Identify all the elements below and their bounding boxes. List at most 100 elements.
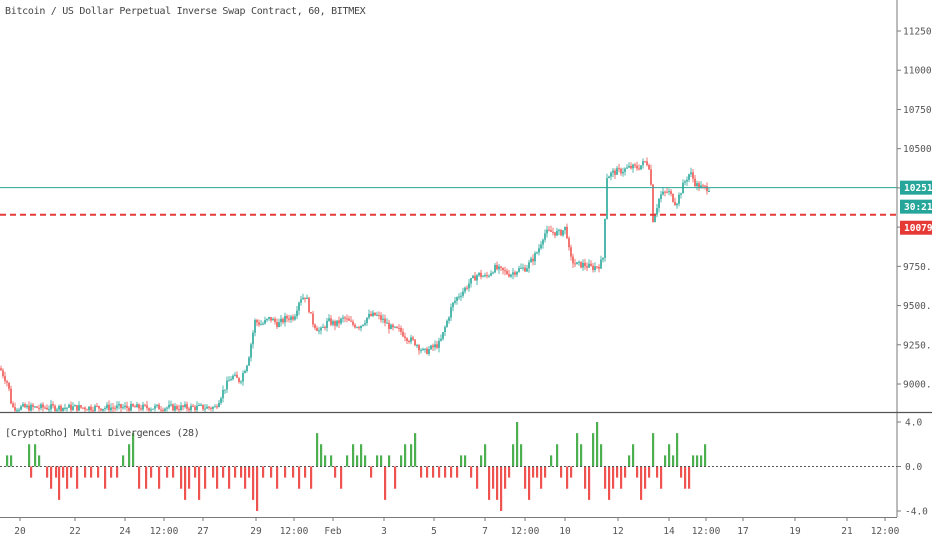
- candle: [526, 265, 528, 272]
- candle: [428, 346, 430, 356]
- candle: [152, 408, 154, 410]
- candle: [322, 323, 324, 328]
- candle: [586, 262, 588, 272]
- histogram-bar: [460, 455, 463, 467]
- candle: [320, 326, 322, 335]
- svg-text:30:21: 30:21: [904, 202, 932, 213]
- histogram-bar: [248, 466, 251, 478]
- candle: [504, 266, 506, 276]
- candle: [106, 402, 108, 410]
- candle: [302, 293, 304, 300]
- candle: [342, 314, 344, 323]
- histogram-bar: [438, 466, 441, 478]
- histogram-bar: [550, 455, 553, 467]
- candle: [400, 325, 402, 336]
- candle: [494, 262, 496, 274]
- histogram-bar: [320, 444, 323, 467]
- candle: [252, 330, 254, 349]
- candle: [62, 407, 64, 412]
- candle: [440, 334, 442, 342]
- price-tick-label: 10500.0: [903, 144, 932, 155]
- candle: [236, 371, 238, 378]
- candle: [304, 297, 306, 303]
- candle: [20, 404, 22, 411]
- candle: [162, 407, 164, 412]
- candle: [590, 260, 592, 267]
- candle: [188, 406, 190, 412]
- candle: [60, 404, 62, 412]
- histogram-bar: [560, 466, 563, 478]
- histogram-bar: [388, 455, 391, 467]
- candle: [380, 312, 382, 323]
- candle: [452, 302, 454, 312]
- candle: [678, 192, 680, 207]
- candle: [674, 197, 676, 206]
- histogram-bar: [256, 466, 259, 511]
- candle: [134, 404, 136, 408]
- candle: [230, 376, 232, 381]
- indicator-title[interactable]: [CryptoRho] Multi Divergences (28): [5, 428, 200, 439]
- candle: [544, 229, 546, 243]
- candle: [552, 227, 554, 236]
- candle: [374, 312, 376, 316]
- histogram-bar: [576, 433, 579, 467]
- candle: [530, 256, 532, 263]
- candle: [260, 320, 262, 326]
- histogram-bar: [432, 466, 435, 478]
- candle: [444, 325, 446, 337]
- candle: [276, 318, 278, 330]
- histogram-bar: [528, 466, 531, 500]
- candle: [68, 403, 70, 408]
- time-tick-label: 3: [381, 526, 387, 537]
- histogram-bar: [696, 455, 699, 467]
- histogram-bar: [450, 466, 453, 478]
- candle: [446, 319, 448, 328]
- candle: [232, 374, 234, 381]
- candle: [32, 402, 34, 411]
- candle: [592, 263, 594, 273]
- candle: [158, 402, 160, 410]
- candle: [422, 347, 424, 351]
- histogram-bar: [504, 466, 507, 489]
- histogram-bar: [244, 466, 247, 489]
- indicator-scale[interactable]: 4.0 0.0 -4.0: [897, 418, 928, 518]
- candle: [528, 259, 530, 273]
- histogram-bar: [298, 466, 301, 489]
- candle: [442, 331, 444, 341]
- histogram-bar: [292, 466, 295, 478]
- candle: [156, 404, 158, 408]
- candle: [430, 344, 432, 350]
- candle: [698, 181, 700, 192]
- candle: [242, 370, 244, 386]
- time-axis[interactable]: 20 22 24 12:00 27 29 12:00 Feb 3 5 7 12:00 10 12 14 12:…: [14, 517, 900, 537]
- candle: [42, 402, 44, 412]
- candle: [140, 404, 142, 411]
- candle: [326, 318, 328, 332]
- candle: [432, 343, 434, 352]
- histogram-bar: [304, 466, 307, 478]
- histogram-bar: [508, 466, 511, 478]
- candle: [488, 274, 490, 278]
- histogram-bar: [240, 466, 243, 478]
- candle: [28, 401, 30, 412]
- candle: [172, 403, 174, 412]
- histogram-bar: [704, 444, 707, 467]
- histogram-bar: [476, 466, 479, 489]
- histogram-bar: [524, 466, 527, 489]
- candle: [228, 376, 230, 382]
- histogram-bar: [158, 466, 161, 489]
- histogram-bar: [484, 444, 487, 467]
- histogram-bar: [512, 444, 515, 467]
- histogram-bar: [596, 422, 599, 467]
- candle: [372, 310, 374, 318]
- candle: [224, 389, 226, 394]
- candle: [398, 324, 400, 332]
- candle: [448, 316, 450, 324]
- candle: [130, 400, 132, 412]
- candle: [434, 340, 436, 351]
- candle: [554, 232, 556, 239]
- candle: [288, 314, 290, 323]
- candle: [638, 164, 640, 171]
